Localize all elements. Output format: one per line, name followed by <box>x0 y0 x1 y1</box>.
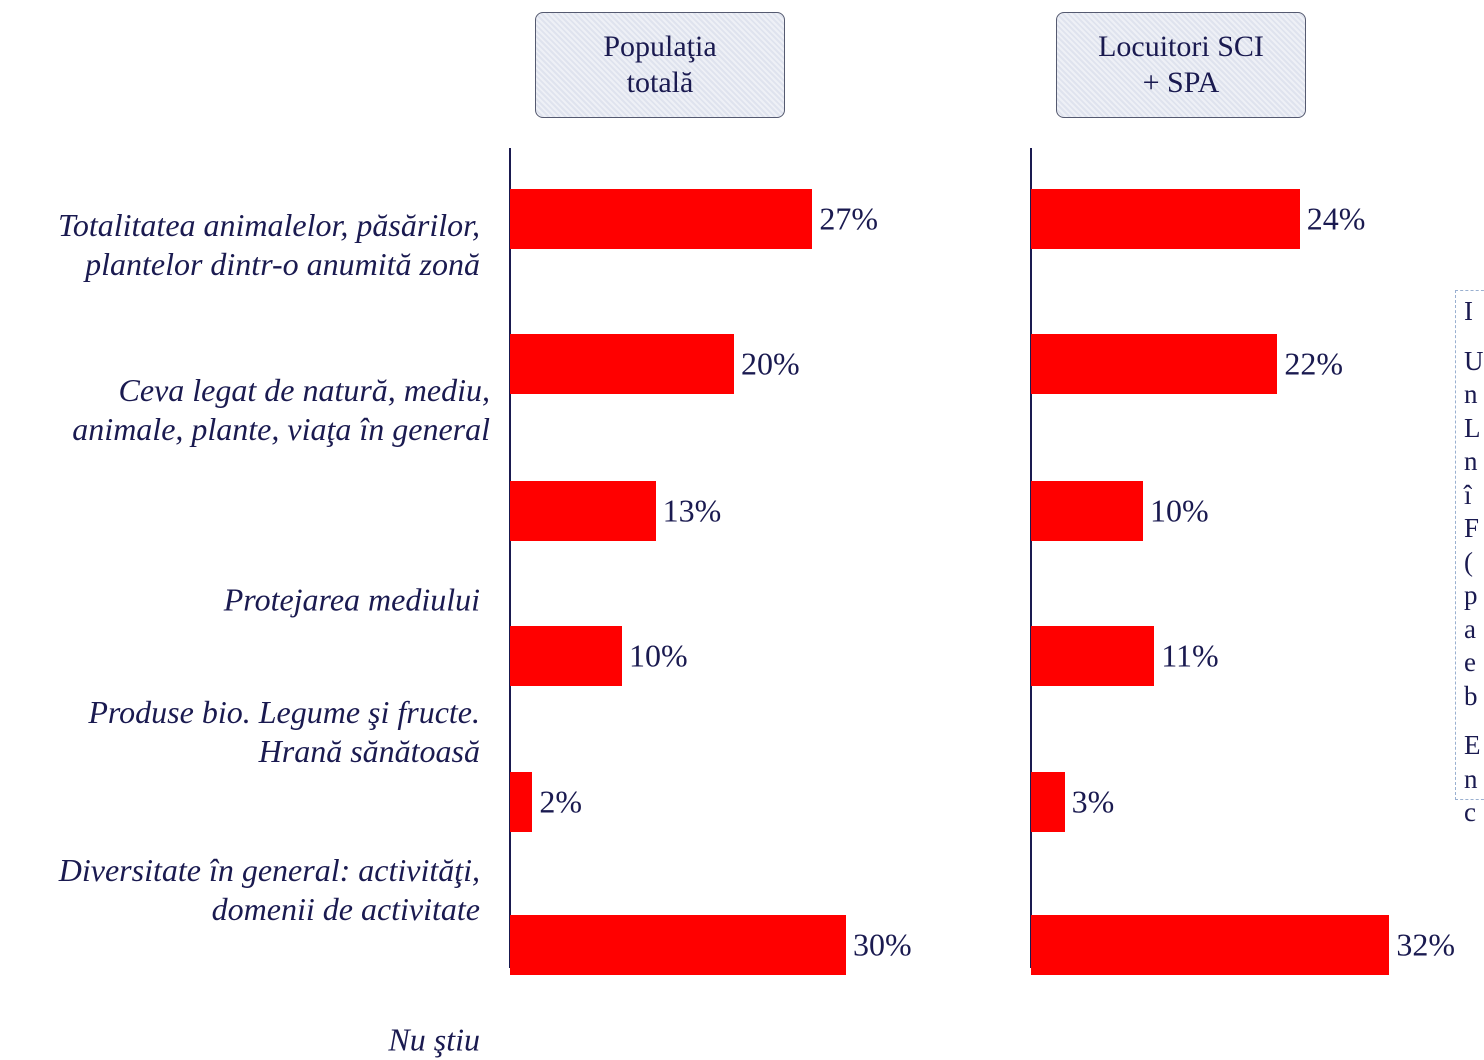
bar <box>510 772 533 832</box>
bar <box>1031 915 1390 975</box>
value-label: 3% <box>1071 783 1115 820</box>
category-label: Diversitate în general: activităţi, dome… <box>58 852 480 927</box>
bar <box>510 915 846 975</box>
bar <box>510 481 656 541</box>
category-label: Protejarea mediului <box>223 581 480 618</box>
note-line: L <box>1464 412 1481 443</box>
category-label: Totalitatea animalelor, păsărilor, plant… <box>58 207 480 282</box>
value-label: 10% <box>1150 492 1209 529</box>
value-label: 24% <box>1306 200 1366 237</box>
note-line: e <box>1464 647 1476 677</box>
bar <box>1031 481 1143 541</box>
bar <box>510 626 622 686</box>
panel-header: Populaţia totală <box>535 12 785 118</box>
note-line: b <box>1464 680 1478 711</box>
value-label: 20% <box>741 345 800 382</box>
note-line: c <box>1464 797 1476 827</box>
bar <box>510 189 813 249</box>
note-line: p <box>1464 580 1478 610</box>
value-label: 32% <box>1396 926 1456 963</box>
note-line: ( <box>1464 546 1473 577</box>
panel-header: Locuitori SCI + SPA <box>1056 12 1306 118</box>
note-line: n <box>1464 379 1478 409</box>
note-line: n <box>1464 763 1478 794</box>
note-line: F <box>1464 513 1480 543</box>
category-label: Ceva legat de natură, mediu, animale, pl… <box>72 372 490 447</box>
bar <box>1031 189 1300 249</box>
category-label: Produse bio. Legume şi fructe. Hrană săn… <box>88 694 480 769</box>
note-line: a <box>1464 613 1476 644</box>
note-line: E <box>1464 730 1481 760</box>
value-label: 13% <box>662 492 722 529</box>
value-label: 2% <box>539 783 583 820</box>
note-line: U <box>1464 345 1484 376</box>
value-label: 30% <box>853 926 912 963</box>
bar <box>1031 334 1278 394</box>
value-label: 27% <box>819 200 879 237</box>
note-line: î <box>1464 479 1472 510</box>
bar <box>510 334 734 394</box>
note-line: n <box>1464 446 1478 476</box>
value-label: 10% <box>629 637 688 674</box>
bar <box>1031 772 1065 832</box>
category-label: Nu ştiu <box>388 1021 480 1058</box>
value-label: 11% <box>1161 637 1219 674</box>
axis-line <box>509 148 511 968</box>
note-line: I <box>1464 296 1473 326</box>
bar <box>1031 626 1155 686</box>
value-label: 22% <box>1284 345 1344 382</box>
axis-line <box>1030 148 1032 968</box>
